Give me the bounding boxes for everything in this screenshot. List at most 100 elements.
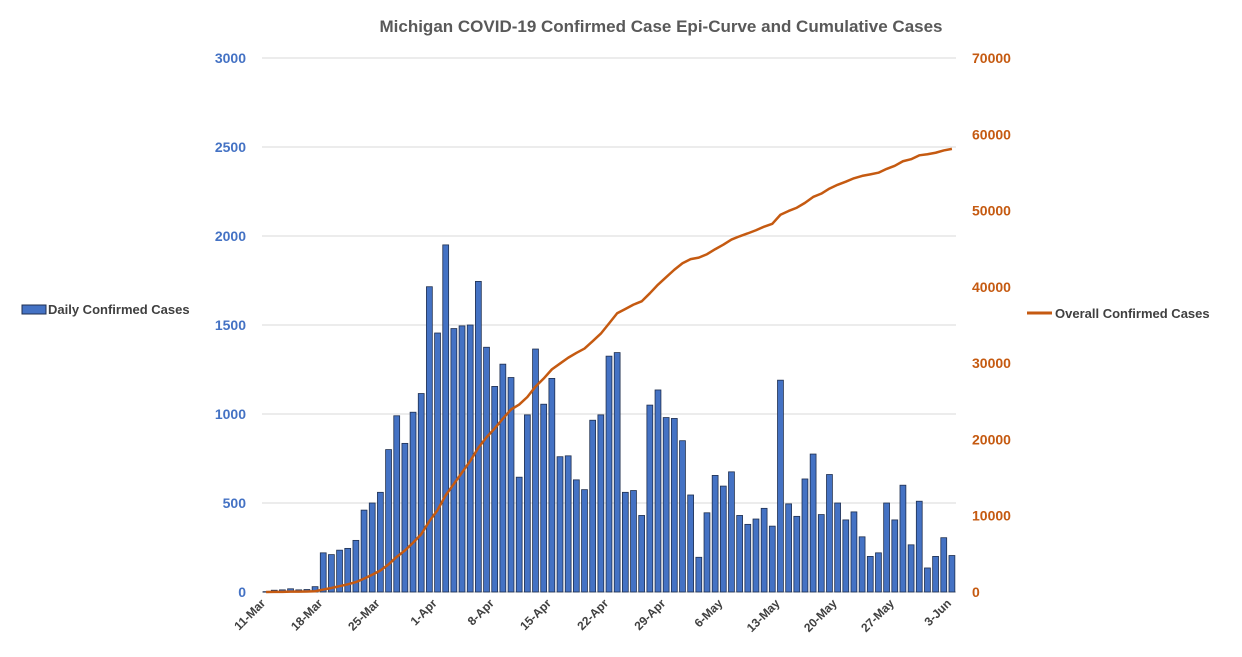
- x-axis-tick-label: 3-Jun: [922, 596, 955, 629]
- daily-cases-bar: [940, 537, 948, 593]
- daily-cases-bar: [875, 552, 882, 593]
- daily-cases-bar: [385, 449, 392, 593]
- x-axis-tick-label: 8-Apr: [465, 596, 497, 628]
- daily-cases-bar: [711, 475, 719, 593]
- daily-cases-bar: [752, 518, 760, 593]
- legend-swatch-daily-cases: [21, 304, 47, 315]
- daily-cases-bar: [507, 377, 515, 593]
- daily-cases-bar: [417, 393, 425, 593]
- daily-cases-bar: [768, 525, 776, 593]
- daily-cases-bar: [589, 419, 597, 593]
- daily-cases-bar: [409, 411, 417, 593]
- right-axis-tick-label: 30000: [972, 355, 1011, 371]
- x-axis-tick-label: 6-May: [691, 596, 725, 630]
- left-axis-tick-label: 3000: [215, 50, 246, 66]
- daily-cases-bar: [695, 556, 703, 593]
- daily-cases-bar: [360, 509, 368, 593]
- daily-cases-bar: [336, 549, 343, 593]
- right-axis-tick-label: 10000: [972, 508, 1011, 524]
- daily-cases-bar: [842, 519, 850, 593]
- daily-cases-bar: [499, 363, 507, 593]
- right-axis-tick-label: 60000: [972, 126, 1011, 142]
- daily-cases-bar: [670, 418, 678, 593]
- x-axis-tick-label: 29-Apr: [631, 596, 668, 633]
- daily-cases-bar: [679, 440, 686, 593]
- daily-cases-bar: [540, 403, 548, 593]
- daily-cases-bar: [736, 515, 743, 593]
- daily-cases-bar: [948, 555, 956, 593]
- daily-cases-bar: [458, 325, 466, 593]
- daily-cases-bar: [524, 414, 531, 593]
- left-axis-tick-label: 0: [238, 584, 246, 600]
- daily-cases-bar: [613, 352, 621, 593]
- x-axis-tick-label: 15-Apr: [517, 596, 554, 633]
- daily-cases-bar: [621, 491, 629, 593]
- right-axis-tick-label: 20000: [972, 431, 1011, 447]
- daily-cases-bar: [605, 355, 613, 593]
- daily-cases-bar: [638, 515, 645, 593]
- daily-cases-bar: [654, 389, 662, 593]
- cumulative-cases-line: [266, 147, 953, 594]
- daily-cases-bar: [597, 414, 605, 593]
- daily-cases-bar: [744, 523, 752, 593]
- left-axis-tick-label: 500: [223, 495, 247, 511]
- daily-cases-bar: [377, 491, 384, 593]
- x-axis-tick-label: 18-Mar: [288, 596, 325, 633]
- daily-cases-bar: [426, 286, 433, 593]
- cumulative-cases-line-group: [266, 147, 953, 594]
- legend-label-overall-cases: Overall Confirmed Cases: [1055, 306, 1210, 321]
- daily-cases-bar: [793, 515, 801, 593]
- daily-cases-bar: [760, 507, 768, 593]
- right-axis-tick-label: 0: [972, 584, 980, 600]
- daily-cases-bar: [646, 404, 654, 593]
- daily-cases-bar: [515, 476, 523, 593]
- legend-label-daily-cases: Daily Confirmed Cases: [48, 302, 190, 317]
- daily-cases-bar: [564, 455, 572, 593]
- daily-cases-bar: [548, 377, 556, 593]
- daily-cases-bar: [532, 348, 539, 593]
- daily-cases-bar: [573, 479, 580, 593]
- daily-cases-bar: [491, 386, 499, 593]
- daily-cases-bar: [393, 415, 401, 593]
- left-axis-tick-label: 2500: [215, 139, 246, 155]
- daily-cases-bar: [899, 484, 907, 593]
- daily-cases-bar: [368, 502, 376, 593]
- daily-cases-bar: [434, 332, 441, 593]
- x-axis-tick-label: 13-May: [744, 596, 783, 635]
- x-axis-tick-label: 22-Apr: [574, 596, 611, 633]
- daily-cases-bar: [401, 442, 409, 593]
- right-axis-tick-label: 50000: [972, 203, 1011, 219]
- legend-daily-cases: Daily Confirmed Cases: [21, 302, 190, 317]
- daily-cases-bar: [556, 456, 564, 593]
- daily-cases-bar: [483, 346, 490, 593]
- daily-cases-bars: [262, 244, 956, 593]
- daily-cases-bar: [834, 502, 841, 593]
- daily-cases-bar: [662, 417, 670, 593]
- daily-cases-bar: [858, 536, 866, 593]
- right-y-axis: 0 10000 20000 30000 40000 50000 60000 70000: [972, 50, 1011, 600]
- daily-cases-bar: [924, 567, 931, 593]
- right-axis-tick-label: 70000: [972, 50, 1011, 66]
- daily-cases-bar: [826, 474, 833, 593]
- daily-cases-bar: [817, 514, 825, 593]
- daily-cases-bar: [581, 489, 588, 593]
- chart-title: Michigan COVID-19 Confirmed Case Epi-Cur…: [379, 17, 942, 36]
- x-axis: 11-Mar 18-Mar 25-Mar 1-Apr 8-Apr 15-Apr 22-Apr…: [231, 596, 954, 635]
- daily-cases-bar: [319, 552, 327, 593]
- daily-cases-bar: [850, 511, 858, 593]
- right-axis-tick-label: 40000: [972, 279, 1011, 295]
- daily-cases-bar: [915, 500, 923, 593]
- daily-cases-bar: [777, 379, 784, 593]
- daily-cases-bar: [866, 556, 874, 593]
- daily-cases-bar: [630, 490, 637, 593]
- daily-cases-bar: [719, 485, 727, 593]
- daily-cases-bar: [883, 502, 890, 593]
- x-axis-tick-label: 20-May: [801, 596, 840, 635]
- daily-cases-bar: [907, 544, 915, 593]
- daily-cases-bar: [932, 556, 939, 593]
- daily-cases-bar: [687, 494, 694, 593]
- daily-cases-bar: [703, 512, 711, 593]
- daily-cases-bar: [475, 280, 482, 593]
